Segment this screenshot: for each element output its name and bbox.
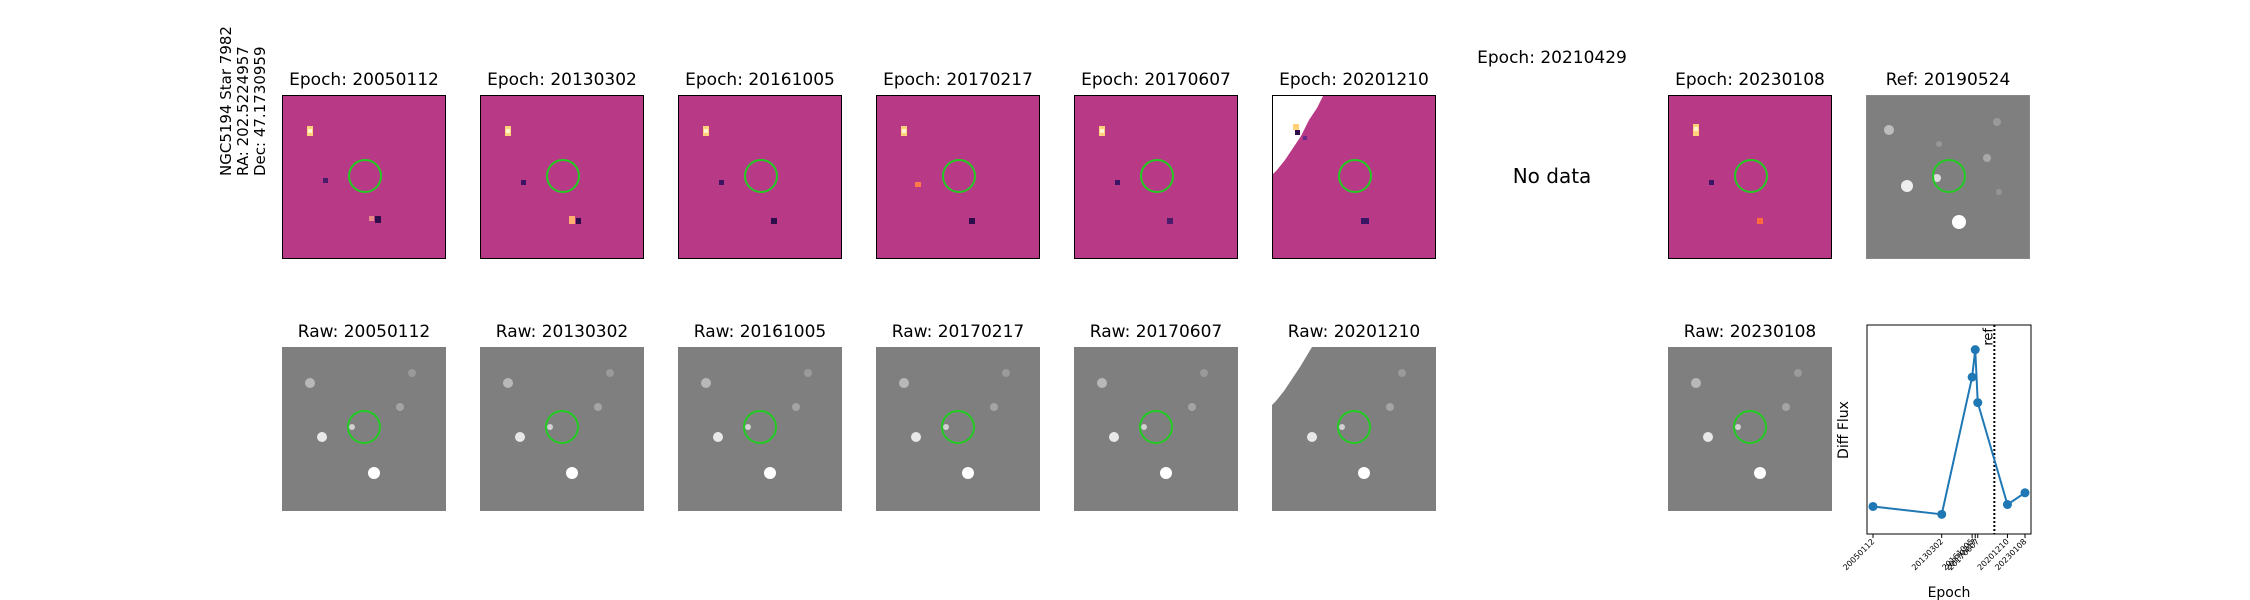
- raw-title-0: Raw: 20050112: [297, 322, 431, 342]
- x-tick-label: 20130302: [1910, 537, 1945, 572]
- raw-image-6: [1668, 347, 1832, 511]
- x-tick-label: 20050112: [1841, 537, 1876, 572]
- diff-image-5: [1272, 95, 1436, 259]
- raw-title-4: Raw: 20170607: [1089, 322, 1223, 342]
- diff-title-2: Epoch: 20161005: [685, 70, 835, 90]
- target-info-text: NGC5194 Star 7982 RA: 202.5224957 Dec: 4…: [217, 26, 269, 176]
- data-point: [2002, 500, 2012, 510]
- diff-title-1: Epoch: 20130302: [487, 70, 637, 90]
- raw-title-3: Raw: 20170217: [891, 322, 1025, 342]
- diff-image-0: [282, 95, 446, 259]
- target-ra: RA: 202.5224957: [234, 46, 252, 176]
- data-point: [2020, 488, 2030, 498]
- light-curve-chart: ref 20050112 2013030220161005201702172017…: [1836, 324, 2032, 600]
- x-axis-label: Epoch: [1928, 585, 1971, 600]
- raw-image-0: [282, 347, 446, 511]
- series-line-group: [1868, 345, 2030, 519]
- data-point: [1970, 345, 1980, 355]
- ref-line-group: ref: [1981, 325, 1996, 534]
- data-point: [1973, 398, 1983, 408]
- target-info: NGC5194 Star 7982 RA: 202.5224957 Dec: 4…: [217, 26, 269, 196]
- raw-title-5: Raw: 20201210: [1287, 322, 1421, 342]
- target-dec: Dec: 47.1730959: [251, 46, 269, 176]
- y-axis-label: Diff Flux: [1836, 401, 1852, 459]
- raw-title-6: Raw: 20230108: [1683, 322, 1817, 342]
- data-point: [1937, 509, 1947, 519]
- data-point: [1868, 501, 1878, 511]
- tick-group: 20050112 20130302201610052017021720170607…: [1841, 534, 2028, 572]
- ref-image: [1866, 95, 2030, 259]
- raw-image-3: [876, 347, 1040, 511]
- raw-image-5: [1272, 347, 1436, 511]
- diff-title-0: Epoch: 20050112: [289, 70, 439, 90]
- raw-image-4: [1074, 347, 1238, 511]
- chart-frame: [1866, 324, 2032, 535]
- diff-title-3: Epoch: 20170217: [883, 70, 1033, 90]
- raw-title-1: Raw: 20130302: [495, 322, 629, 342]
- diff-image-2: [678, 95, 842, 259]
- ref-title: Ref: 20190524: [1885, 70, 2011, 90]
- raw-image-2: [678, 347, 842, 511]
- raw-image-1: [480, 347, 644, 511]
- data-point: [1967, 372, 1977, 382]
- diff-title-5: Epoch: 20201210: [1279, 70, 1429, 90]
- diff-image-1: [480, 95, 644, 259]
- diff-title-6: Epoch: 20210429: [1477, 48, 1627, 68]
- diff-title-4: Epoch: 20170607: [1081, 70, 1231, 90]
- raw-title-2: Raw: 20161005: [693, 322, 827, 342]
- ref-line-label: ref: [1981, 328, 1996, 346]
- series-line: [1872, 349, 2026, 516]
- diff-image-4: [1074, 95, 1238, 259]
- target-name: NGC5194 Star 7982: [217, 26, 235, 176]
- diff-image-7: [1668, 95, 1832, 259]
- no-data-message: No data: [1512, 164, 1592, 188]
- diff-title-7: Epoch: 20230108: [1675, 70, 1825, 90]
- diff-image-3: [876, 95, 1040, 259]
